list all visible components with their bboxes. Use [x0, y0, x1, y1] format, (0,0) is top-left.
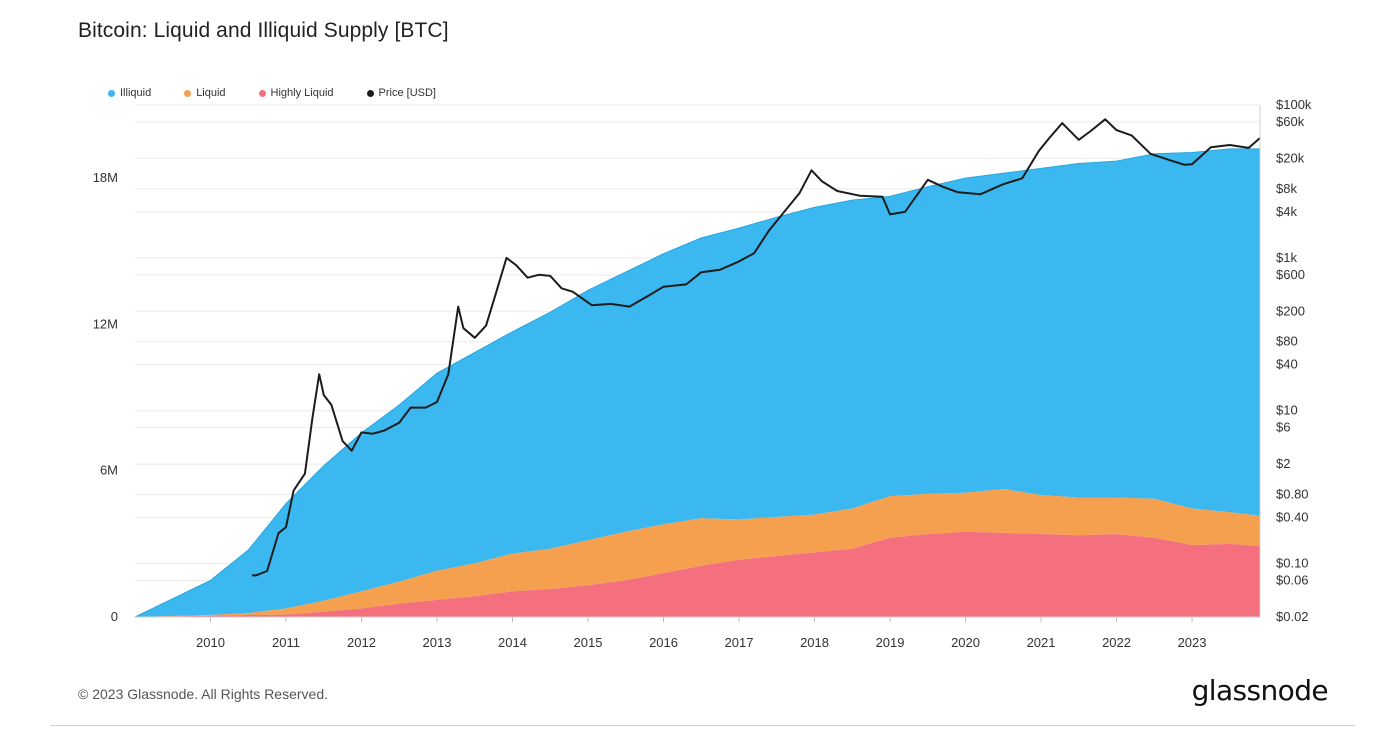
legend-item-highly-liquid[interactable]: Highly Liquid — [258, 87, 334, 99]
y-right-tick-label: $0.10 — [1276, 556, 1309, 571]
x-tick-label: 2010 — [196, 635, 225, 650]
area-liquid[interactable] — [135, 489, 1260, 617]
x-tick-label: 2017 — [725, 635, 754, 650]
area-highly-liquid[interactable] — [135, 531, 1260, 617]
x-tick-label: 2020 — [951, 635, 980, 650]
legend-dot-icon — [258, 89, 266, 97]
glassnode-logo: glassnode — [1191, 674, 1329, 707]
y-right-tick-label: $1k — [1276, 250, 1297, 265]
chart-title: Bitcoin: Liquid and Illiquid Supply [BTC… — [78, 19, 449, 42]
x-tick-label: 2016 — [649, 635, 678, 650]
chart-legend: Illiquid Liquid Highly Liquid Price [USD… — [108, 87, 469, 99]
legend-label: Illiquid — [120, 87, 152, 99]
y-right-tick-label: $100k — [1276, 97, 1312, 112]
x-tick-label: 2021 — [1027, 635, 1056, 650]
footer-divider — [50, 725, 1355, 726]
y-left-tick-label: 18M — [93, 170, 118, 185]
x-tick-label: 2022 — [1102, 635, 1131, 650]
area-edge — [134, 148, 1260, 618]
legend-dot-icon — [184, 89, 192, 97]
y-right-tick-label: $2 — [1276, 456, 1290, 471]
legend-dot-icon — [366, 89, 374, 97]
legend-label: Price [USD] — [378, 87, 436, 99]
y-right-tick-label: $0.80 — [1276, 487, 1309, 502]
area-layer — [134, 148, 1260, 618]
area-illiquid[interactable] — [135, 148, 1260, 617]
legend-item-illiquid[interactable]: Illiquid — [108, 87, 151, 99]
x-tick-label: 2018 — [800, 635, 829, 650]
x-tick-label: 2015 — [574, 635, 603, 650]
legend-item-liquid[interactable]: Liquid — [184, 87, 226, 99]
y-right-tick-label: $20k — [1276, 150, 1305, 165]
y-left-tick-label: 12M — [93, 316, 118, 331]
y-right-tick-label: $600 — [1276, 267, 1305, 282]
legend-label: Liquid — [196, 87, 226, 99]
legend-label: Highly Liquid — [270, 87, 334, 99]
y-right-tick-label: $60k — [1276, 114, 1305, 129]
axis-layer: 0 6M 12M 18M $0.02 $0.06 $0.10 $0.40 $0.80 $2 $6 $1… — [93, 97, 1312, 650]
legend-dot-icon — [108, 89, 115, 97]
x-tick-label: 2013 — [423, 635, 452, 650]
x-tick-label: 2012 — [347, 635, 376, 650]
x-tick-label: 2023 — [1178, 635, 1207, 650]
y-right-tick-label: $8k — [1276, 181, 1297, 196]
y-right-tick-label: $0.06 — [1276, 573, 1309, 588]
y-right-tick-label: $10 — [1276, 403, 1298, 418]
x-tick-label: 2019 — [876, 635, 905, 650]
price-line[interactable] — [252, 118, 1261, 577]
x-tick-label: 2014 — [498, 635, 527, 650]
y-right-tick-label: $0.02 — [1276, 609, 1309, 624]
x-tick-label: 2011 — [272, 635, 300, 650]
copyright-text: © 2023 Glassnode. All Rights Reserved. — [78, 686, 329, 702]
y-right-tick-label: $40 — [1276, 357, 1298, 372]
y-right-tick-label: $4k — [1276, 204, 1297, 219]
legend-item-price[interactable]: Price [USD] — [366, 87, 436, 99]
price-layer — [252, 118, 1261, 577]
y-left-tick-label: 6M — [100, 463, 118, 478]
y-right-tick-label: $200 — [1276, 303, 1305, 318]
y-right-tick-label: $0.40 — [1276, 510, 1309, 525]
y-right-tick-label: $80 — [1276, 334, 1298, 349]
y-left-tick-label: 0 — [111, 609, 118, 624]
y-right-tick-label: $6 — [1276, 420, 1290, 435]
